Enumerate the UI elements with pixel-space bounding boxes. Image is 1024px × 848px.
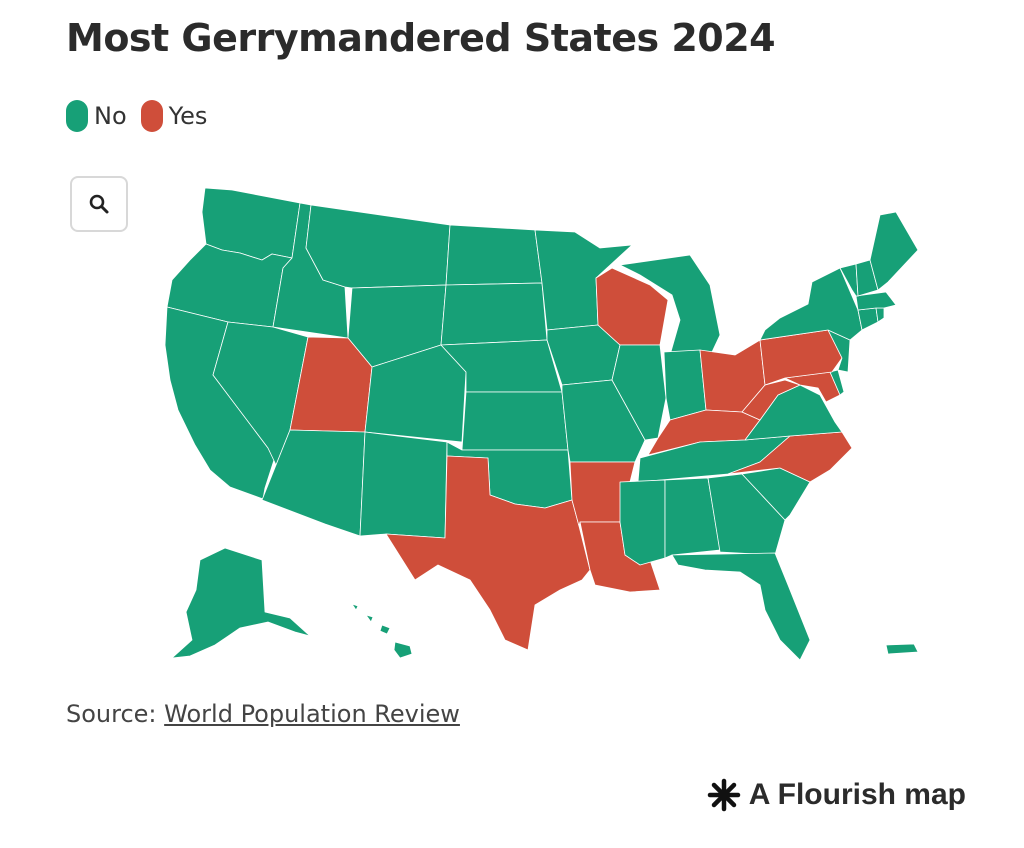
territory-PR[interactable] bbox=[885, 643, 919, 655]
state-NM[interactable] bbox=[359, 431, 448, 539]
state-WI[interactable] bbox=[595, 267, 669, 346]
state-MS[interactable] bbox=[619, 479, 666, 566]
legend-swatch-no bbox=[66, 100, 88, 132]
legend-label-yes: Yes bbox=[168, 102, 208, 130]
state-MT[interactable] bbox=[305, 204, 451, 289]
state-HI[interactable] bbox=[351, 603, 413, 659]
state-GA[interactable] bbox=[707, 473, 786, 556]
state-FL[interactable] bbox=[671, 552, 811, 661]
state-MA[interactable] bbox=[855, 291, 897, 311]
state-NC[interactable] bbox=[727, 431, 853, 483]
states-layer bbox=[164, 187, 919, 661]
state-IN[interactable] bbox=[663, 349, 707, 421]
map-title: Most Gerrymandered States 2024 bbox=[66, 16, 776, 60]
state-CT[interactable] bbox=[857, 307, 879, 331]
legend: No Yes bbox=[66, 100, 207, 132]
state-VT[interactable] bbox=[839, 263, 859, 297]
source-label: Source: bbox=[66, 700, 157, 728]
flourish-asterisk-icon bbox=[707, 778, 740, 812]
state-KS[interactable] bbox=[461, 391, 569, 451]
source-link[interactable]: World Population Review bbox=[164, 700, 460, 728]
state-CO[interactable] bbox=[364, 344, 467, 443]
legend-label-no: No bbox=[94, 102, 127, 130]
flourish-credit[interactable]: A Flourish map bbox=[707, 778, 966, 812]
state-AK[interactable] bbox=[171, 547, 311, 659]
state-ME[interactable] bbox=[869, 211, 919, 291]
state-DE[interactable] bbox=[829, 369, 845, 396]
source-note: Source: World Population Review bbox=[66, 700, 460, 728]
search-icon bbox=[89, 194, 109, 214]
state-AL[interactable] bbox=[664, 477, 721, 559]
state-TX[interactable] bbox=[385, 455, 591, 651]
legend-item-no[interactable]: No bbox=[66, 100, 127, 132]
state-ND[interactable] bbox=[445, 224, 543, 286]
us-states-map bbox=[164, 187, 919, 661]
state-SD[interactable] bbox=[440, 282, 548, 346]
legend-item-yes[interactable]: Yes bbox=[140, 100, 208, 132]
credit-text: A Flourish map bbox=[748, 778, 966, 811]
zoom-search-button[interactable] bbox=[70, 176, 128, 232]
legend-swatch-yes bbox=[140, 100, 163, 132]
